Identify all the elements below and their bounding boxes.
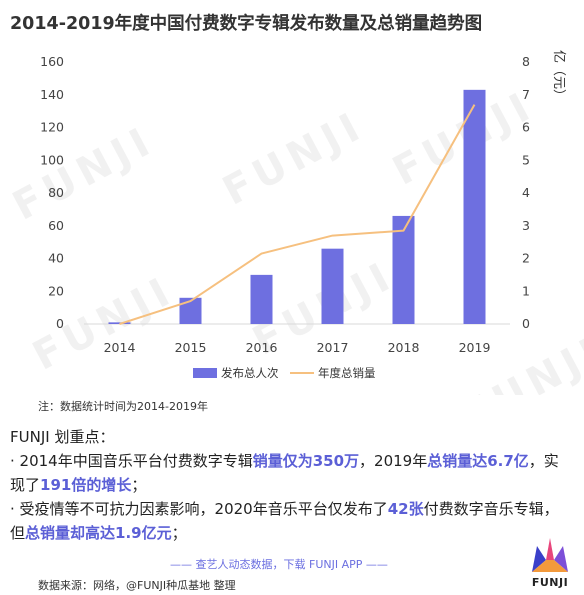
bullet1-text-1: · 2014年中国音乐平台付费数字专辑 (10, 452, 253, 470)
bullet2-emphasis-2: 总销量却高达1.9亿元 (25, 524, 172, 542)
legend-bar-label: 发布总人次 (221, 366, 279, 380)
funji-logo: FUNJI (524, 532, 576, 589)
watermark-text: FUNJI (216, 102, 373, 214)
y-right-tick-label: 5 (522, 152, 530, 167)
x-tick-label: 2014 (104, 340, 136, 355)
x-tick-label: 2016 (246, 340, 278, 355)
legend-line-label: 年度总销量 (318, 366, 376, 380)
y-right-axis-label: 亿（元） (551, 50, 566, 102)
watermark-text: FUNJI (6, 117, 163, 229)
watermark-text: FUNJI (456, 327, 584, 395)
y-right-tick-label: 3 (522, 218, 530, 233)
bar-2017 (321, 248, 344, 324)
data-source: 数据来源：网络，@FUNJI种瓜基地 整理 (38, 579, 236, 592)
chart: FUNJIFUNJIFUNJIFUNJIFUNJIFUNJI0204060801… (6, 50, 584, 395)
y-right-tick-label: 1 (522, 283, 530, 298)
x-tick-label: 2018 (388, 340, 420, 355)
y-left-tick-label: 20 (48, 283, 64, 298)
bullet2-text-1: · 受疫情等不可抗力因素影响，2020年音乐平台仅发布了 (10, 500, 388, 518)
y-left-tick-label: 80 (48, 185, 64, 200)
y-left-tick-label: 140 (40, 87, 64, 102)
y-right-tick-label: 6 (522, 120, 530, 135)
x-tick-label: 2019 (459, 340, 491, 355)
bullet1-text-3: ，实现了 (10, 452, 559, 494)
bar-2015 (179, 297, 202, 324)
x-tick-label: 2017 (317, 340, 349, 355)
footnote: 注：数据统计时间为2014-2019年 (38, 400, 208, 413)
bar-2018 (392, 215, 415, 324)
crown-logo-icon (532, 538, 568, 572)
legend-bar-swatch (193, 368, 217, 378)
bar-2016 (250, 274, 273, 324)
y-right-tick-label: 2 (522, 251, 530, 266)
highlights-title: FUNJI 划重点： (10, 428, 115, 446)
y-right-tick-label: 8 (522, 54, 530, 69)
bullet2-text-2: 付费数字音乐专辑，但 (10, 500, 559, 542)
bullet1-emphasis-1: 销量仅为350万 (252, 452, 360, 470)
logo-text: FUNJI (531, 576, 569, 589)
y-left-tick-label: 100 (40, 152, 64, 167)
x-tick-label: 2015 (175, 340, 207, 355)
y-left-tick-label: 40 (48, 251, 64, 266)
line-series-sales (119, 104, 476, 325)
highlights: FUNJI 划重点： · 2014年中国音乐平台付费数字专辑销量仅为350万，2… (10, 425, 570, 545)
highlight-bullet-1: · 2014年中国音乐平台付费数字专辑销量仅为350万，2019年总销量达6.7… (10, 449, 570, 497)
bullet2-text-3: ； (171, 524, 187, 542)
y-left-tick-label: 0 (56, 316, 64, 331)
chart-title: 2014-2019年度中国付费数字专辑发布数量及总销量趋势图 (10, 14, 483, 34)
bullet2-emphasis-1: 42张 (387, 500, 424, 518)
y-right-tick-label: 4 (522, 185, 530, 200)
bullet1-emphasis-2: 总销量达6.7亿 (427, 452, 529, 470)
highlight-bullet-2: · 受疫情等不可抗力因素影响，2020年音乐平台仅发布了42张付费数字音乐专辑，… (10, 497, 570, 545)
y-left-tick-label: 120 (40, 120, 64, 135)
bullet1-emphasis-3: 191倍的增长 (40, 476, 132, 494)
y-right-tick-label: 0 (522, 316, 530, 331)
y-right-tick-label: 7 (522, 87, 530, 102)
bar-2019 (463, 89, 486, 325)
bullet1-text-2: ，2019年 (359, 452, 428, 470)
bullet1-text-4: ； (131, 476, 147, 494)
y-left-tick-label: 160 (40, 54, 64, 69)
y-left-tick-label: 60 (48, 218, 64, 233)
app-promo: —— 查艺人动态数据，下载 FUNJI APP —— (170, 558, 388, 571)
